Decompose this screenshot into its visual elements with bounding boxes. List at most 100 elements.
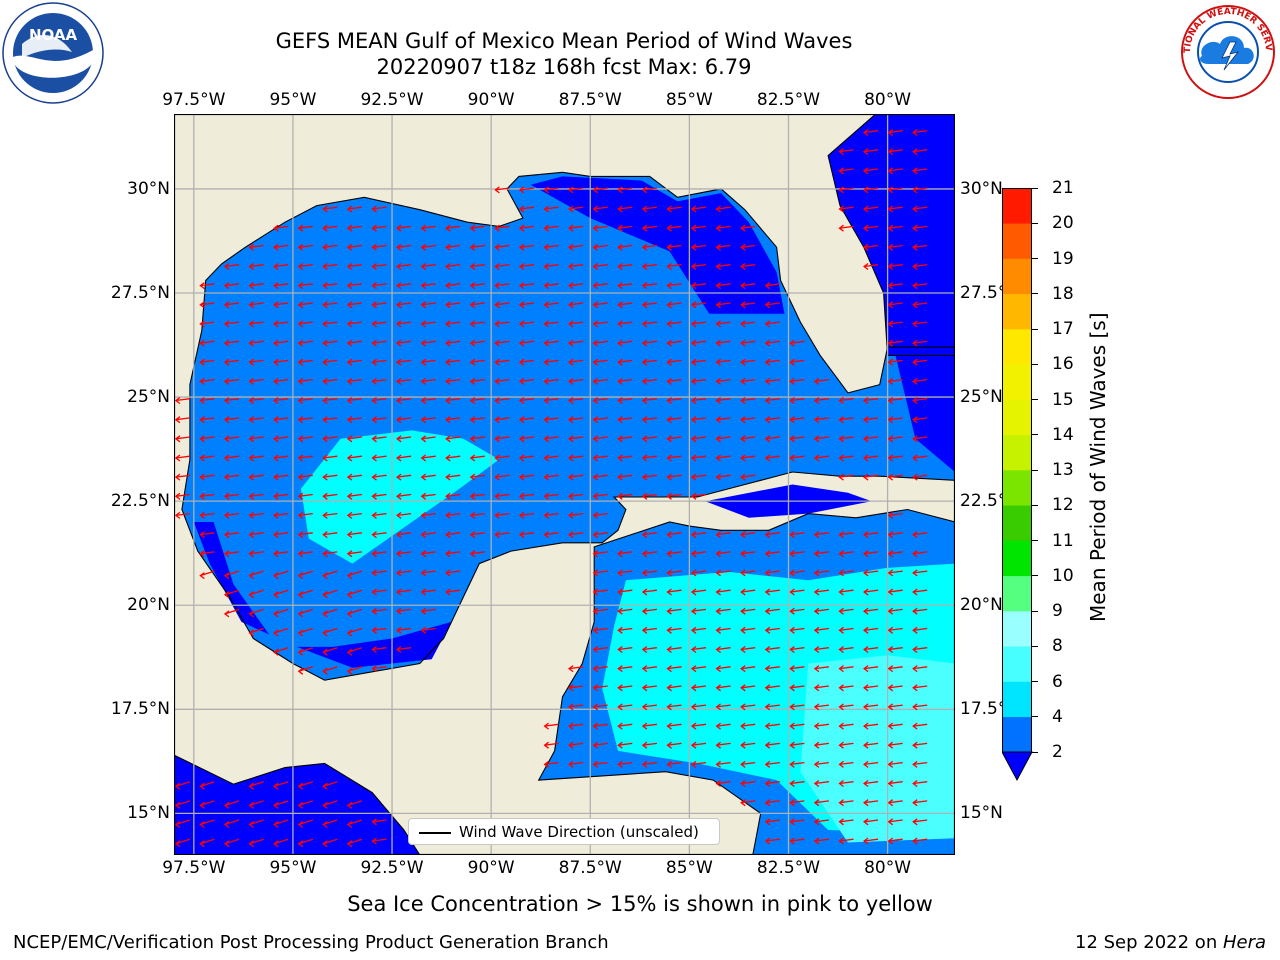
wind-arrow: [839, 761, 854, 766]
wind-arrow-head: [863, 167, 869, 175]
wind-arrow: [421, 244, 436, 248]
wind-arrow-head: [813, 818, 820, 826]
wind-arrow-head: [445, 416, 451, 424]
wind-arrow: [839, 149, 854, 153]
colorbar-tick-label: 11: [1052, 530, 1074, 551]
wind-arrow-head: [543, 531, 549, 539]
wind-arrow: [421, 532, 436, 536]
wind-arrow-head: [764, 665, 771, 673]
wind-arrow: [298, 608, 313, 615]
wind-arrow: [741, 225, 756, 229]
wind-arrow-head: [863, 473, 869, 481]
colorbar-segment: [1002, 540, 1032, 577]
wind-arrow-head: [420, 550, 427, 558]
colorbar-label: Mean Period of Wind Waves [s]: [1086, 312, 1110, 622]
wind-arrow: [642, 244, 657, 248]
wind-arrow: [323, 302, 338, 306]
wind-arrow-head: [371, 282, 377, 290]
wind-arrow: [888, 225, 903, 229]
wind-arrow-head: [223, 610, 230, 618]
wind-arrow-head: [297, 648, 304, 656]
wind-arrow: [839, 838, 854, 842]
wind-arrow: [200, 417, 215, 421]
nws-logo: NATIONAL WEATHER SERVICE: [1174, 0, 1278, 102]
wind-arrow-head: [789, 377, 795, 385]
wind-arrow: [618, 455, 633, 459]
chart-title-line2: 20220907 t18z 168h fcst Max: 6.79: [376, 55, 752, 79]
wind-arrow-head: [322, 572, 328, 580]
wind-arrow-head: [617, 645, 623, 654]
wind-arrow-head: [740, 339, 746, 347]
wind-arrow: [298, 551, 313, 555]
wind-arrow: [323, 206, 338, 210]
wind-arrow-head: [715, 224, 721, 232]
wind-arrow: [446, 264, 461, 268]
wind-arrow: [298, 647, 313, 653]
wind-arrow: [913, 398, 928, 402]
wind-arrow: [839, 570, 854, 574]
colorbar-tick-mark: [1032, 434, 1038, 436]
wind-arrow-head: [568, 492, 574, 500]
wind-arrow: [913, 378, 928, 383]
wind-arrow: [618, 321, 633, 325]
wind-arrow: [323, 551, 338, 555]
wind-arrow: [569, 417, 584, 421]
wind-arrow-head: [396, 262, 402, 271]
wind-arrow-head: [568, 396, 574, 405]
wind-arrow-head: [469, 377, 476, 385]
wind-arrow-head: [273, 492, 279, 500]
wind-arrow-head: [371, 301, 377, 309]
wind-arrow-head: [887, 301, 894, 309]
colorbar-tick-label: 2: [1052, 742, 1063, 762]
wind-arrow-head: [740, 224, 746, 232]
wind-arrow-head: [543, 320, 549, 328]
wind-arrow: [618, 436, 633, 440]
wind-arrow: [200, 838, 215, 845]
footer-host: Hera: [1222, 932, 1266, 953]
wind-arrow-head: [518, 473, 525, 481]
wind-arrow-head: [641, 339, 648, 347]
wind-arrow: [716, 398, 731, 402]
wind-arrow: [864, 398, 879, 402]
colorbar-tick-mark: [1032, 328, 1038, 330]
wind-arrow-head: [199, 511, 205, 519]
wind-arrow: [691, 225, 707, 229]
wind-arrow-head: [420, 396, 427, 405]
wind-arrow: [864, 781, 879, 785]
wind-arrow-head: [863, 818, 869, 826]
wind-arrow: [790, 685, 805, 689]
wind-arrow: [913, 819, 928, 823]
wind-arrow-head: [273, 358, 279, 366]
wind-arrow: [864, 168, 879, 172]
wind-arrow-head: [420, 473, 427, 481]
wind-arrow-head: [764, 531, 771, 539]
wind-arrow: [618, 647, 633, 651]
wind-arrow-head: [568, 339, 574, 347]
wind-arrow-head: [223, 801, 230, 809]
wind-arrow-head: [838, 779, 844, 788]
wind-arrow-head: [764, 301, 771, 309]
wind-arrow-head: [863, 454, 869, 462]
wind-arrow-head: [223, 454, 230, 462]
wind-arrow: [618, 244, 633, 248]
wind-arrow: [372, 340, 387, 344]
wind-arrow-head: [789, 626, 795, 634]
wind-arrow: [274, 436, 289, 440]
wind-arrow-head: [690, 416, 697, 424]
wind-arrow: [741, 283, 756, 287]
wind-arrow-head: [396, 511, 402, 519]
wind-arrow-head: [543, 186, 549, 194]
wind-arrow-head: [641, 186, 648, 194]
wind-arrow: [323, 493, 338, 497]
wind-arrow-head: [592, 645, 599, 654]
wind-arrow-head: [690, 473, 697, 481]
wind-arrow: [397, 608, 412, 612]
wind-arrow: [224, 417, 240, 421]
wind-arrow-head: [912, 224, 918, 232]
wind-arrow: [224, 589, 240, 596]
wind-arrow-head: [518, 224, 525, 232]
wind-arrow: [224, 474, 240, 478]
wind-arrow: [519, 321, 535, 325]
wind-arrow-head: [199, 339, 205, 347]
wind-arrow-head: [273, 572, 279, 580]
